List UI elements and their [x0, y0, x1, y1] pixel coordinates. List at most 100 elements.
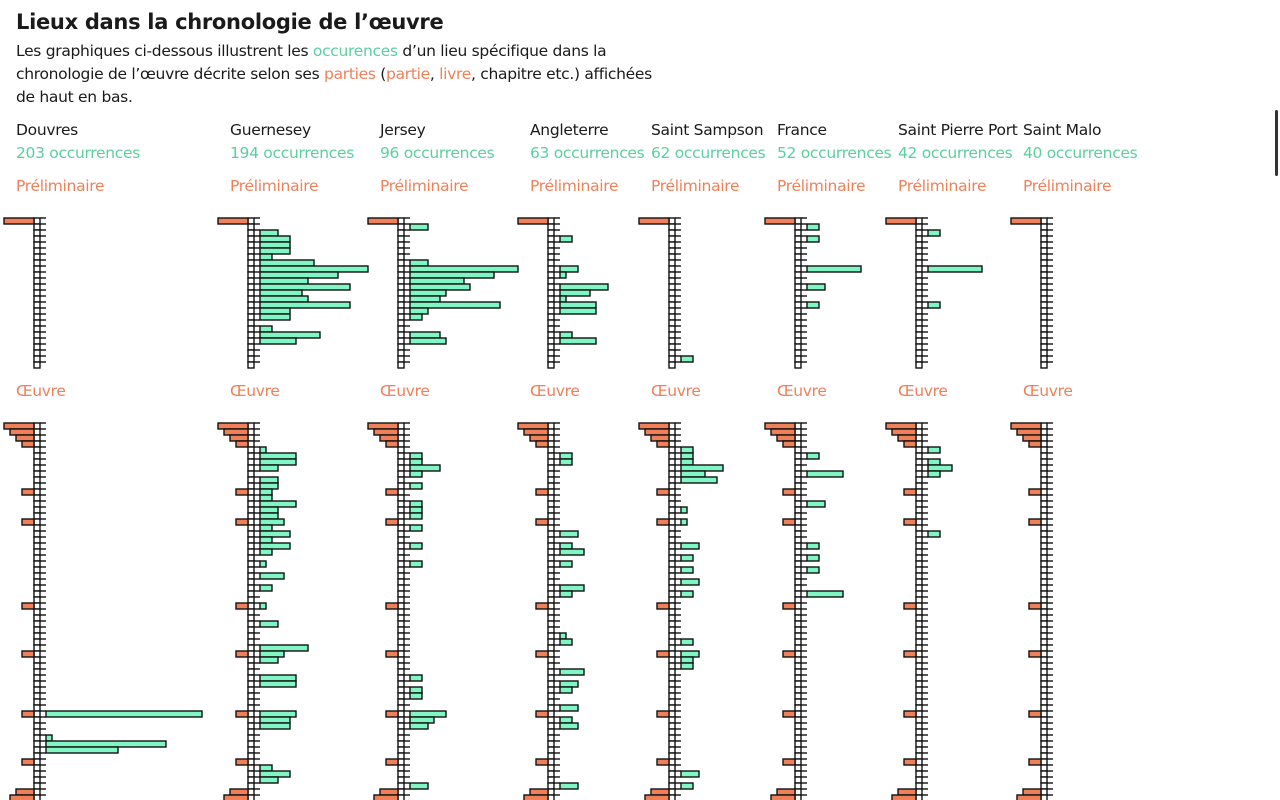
timeline-cell	[1040, 722, 1048, 730]
occurrence-bar	[259, 259, 315, 267]
timeline-cell	[668, 265, 676, 273]
timeline-cell	[33, 464, 41, 472]
timeline-cell	[547, 482, 555, 490]
timeline-cell	[397, 524, 405, 532]
occurrence-bar	[559, 548, 585, 556]
timeline-cell	[397, 638, 405, 646]
occurrence-bar	[409, 458, 423, 466]
timeline-cell	[547, 686, 555, 694]
timeline-cell	[547, 446, 555, 454]
timeline-cell	[1040, 692, 1048, 700]
timeline-cell	[397, 536, 405, 544]
timeline-cell	[794, 704, 802, 712]
occurrence-bar	[927, 464, 953, 472]
scrollbar-thumb[interactable]	[1275, 110, 1278, 176]
timeline-cell	[1040, 656, 1048, 664]
timeline-cell	[247, 620, 255, 628]
part-marker-bar	[15, 788, 35, 796]
section-label: Préliminaire	[777, 177, 865, 195]
timeline-cell	[794, 752, 802, 760]
timeline-cell	[794, 223, 802, 231]
timeline-cell	[397, 626, 405, 634]
timeline-cell	[397, 590, 405, 598]
timeline-cell	[33, 422, 41, 430]
timeline-cell	[794, 464, 802, 472]
timeline-cell	[547, 319, 555, 327]
timeline-cell	[915, 361, 923, 369]
timeline-cell	[1040, 247, 1048, 255]
part-marker-bar	[3, 422, 35, 430]
timeline-cell	[33, 794, 41, 800]
timeline-cell	[668, 301, 676, 309]
timeline-cell	[33, 788, 41, 796]
timeline-cell	[794, 740, 802, 748]
timeline-cell	[915, 752, 923, 760]
timeline-cell	[794, 710, 802, 718]
timeline-cell	[33, 698, 41, 706]
timeline-cell	[668, 746, 676, 754]
timeline-cell	[1040, 355, 1048, 363]
timeline-cell	[247, 476, 255, 484]
timeline-cell	[33, 530, 41, 538]
timeline-cell	[794, 271, 802, 279]
place-occurrence-count: 194 occurrences	[230, 144, 354, 162]
timeline-cell	[247, 470, 255, 478]
timeline-cell	[247, 776, 255, 784]
timeline-cell	[397, 325, 405, 333]
timeline-cell	[794, 578, 802, 586]
timeline-cell	[33, 313, 41, 321]
timeline-cell	[915, 572, 923, 580]
timeline-cell	[668, 674, 676, 682]
timeline-cell	[397, 271, 405, 279]
timeline-cell	[547, 560, 555, 568]
timeline-cell	[668, 722, 676, 730]
timeline-cell	[668, 668, 676, 676]
timeline-cell	[915, 325, 923, 333]
occurrence-bar	[680, 770, 700, 778]
timeline-cell	[33, 331, 41, 339]
timeline-cell	[397, 283, 405, 291]
timeline-cell	[668, 349, 676, 357]
timeline-cell	[915, 494, 923, 502]
timeline-cell	[668, 422, 676, 430]
timeline-cell	[397, 758, 405, 766]
place-name: Saint Pierre Port	[898, 121, 1018, 139]
timeline-cell	[247, 566, 255, 574]
occurrence-bar	[259, 584, 273, 592]
occurrence-bar	[259, 536, 273, 544]
timeline-cell	[397, 361, 405, 369]
timeline-cell	[1040, 217, 1048, 225]
timeline-cell	[668, 620, 676, 628]
timeline-cell	[547, 758, 555, 766]
part-marker-bar	[903, 650, 917, 658]
timeline-cell	[794, 530, 802, 538]
timeline-cell	[1040, 536, 1048, 544]
timeline-cell	[397, 512, 405, 520]
occurrence-bar	[409, 259, 429, 267]
timeline-cell	[915, 566, 923, 574]
timeline-cell	[247, 289, 255, 297]
timeline-cell	[1040, 277, 1048, 285]
timeline-cell	[397, 458, 405, 466]
timeline-cell	[247, 253, 255, 261]
occurrence-bar	[559, 716, 573, 724]
occurrence-bar	[409, 542, 423, 550]
timeline-cell	[794, 590, 802, 598]
timeline-cell	[33, 512, 41, 520]
timeline-cell	[915, 229, 923, 237]
timeline-cell	[397, 307, 405, 315]
timeline-cell	[915, 758, 923, 766]
timeline-cell	[794, 434, 802, 442]
part-marker-bar	[656, 650, 670, 658]
occurrence-bar	[259, 506, 279, 514]
timeline-cell	[1040, 542, 1048, 550]
timeline-cell	[668, 325, 676, 333]
occurrence-bar	[259, 446, 267, 454]
timeline-cell	[247, 626, 255, 634]
timeline-cell	[33, 740, 41, 748]
timeline-cell	[668, 758, 676, 766]
timeline-cell	[915, 662, 923, 670]
timeline-cell	[547, 578, 555, 586]
timeline-cell	[915, 590, 923, 598]
timeline-cell	[668, 488, 676, 496]
